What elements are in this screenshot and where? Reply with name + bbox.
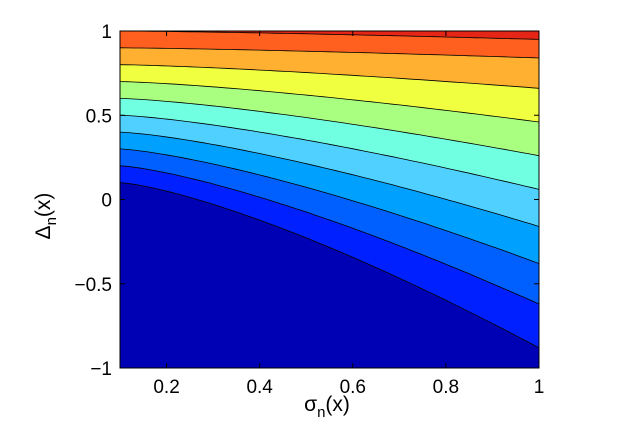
contour-line-4 [120, 114, 539, 190]
x-tick-label-1: 0.4 [246, 377, 273, 398]
contour-line-9 [120, 31, 539, 40]
x-tick-label-0: 0.2 [153, 377, 179, 398]
y-axis-label: Δn(x) [32, 193, 60, 240]
y-tick-label-4: 1 [101, 22, 112, 43]
y-tick-label-3: 0.5 [86, 106, 112, 127]
contour-line-1 [120, 165, 539, 305]
y-tick-label-0: −1 [90, 359, 112, 380]
x-axis-label: σn(x) [304, 393, 350, 421]
x-tick-label-3: 0.8 [433, 377, 459, 398]
contour-line-0 [120, 182, 539, 349]
contour-lines [120, 21, 539, 349]
contour-line-10 [120, 21, 539, 23]
contour-line-5 [120, 98, 539, 157]
x-tick-label-2: 0.6 [340, 377, 366, 398]
x-tick-label-4: 1 [534, 377, 545, 398]
contour-line-7 [120, 64, 539, 89]
contour-line-3 [120, 131, 539, 227]
contour-band-0 [120, 182, 539, 368]
contour-line-8 [120, 47, 539, 59]
y-axis-ticks: −1 −0.5 0 0.5 1 [74, 22, 539, 380]
contour-line-6 [120, 81, 539, 123]
contour-line-2 [120, 148, 539, 264]
x-axis-ticks: 0.2 0.4 0.6 0.8 1 [153, 31, 544, 398]
y-tick-label-1: −0.5 [74, 275, 112, 296]
y-tick-label-2: 0 [101, 191, 112, 212]
contour-fills [120, 31, 539, 368]
